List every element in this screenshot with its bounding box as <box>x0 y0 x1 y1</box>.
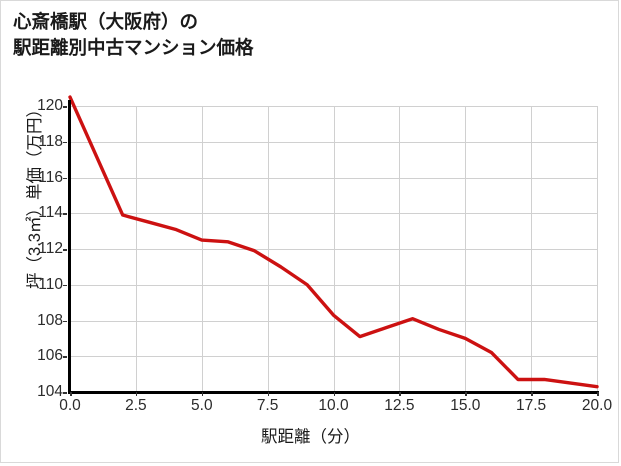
x-tick-mark-15.0 <box>465 392 467 396</box>
x-tick-label-0.0: 0.0 <box>59 397 81 414</box>
y-tick-mark-104 <box>63 392 67 394</box>
gridline-x-17.5 <box>531 106 533 392</box>
gridline-x-15 <box>465 106 467 392</box>
y-tick-mark-120 <box>63 106 67 108</box>
x-tick-label-7.5: 7.5 <box>256 397 279 414</box>
chart-title: 心斎橋駅（大阪府）の 駅距離別中古マンション価格 <box>13 11 254 59</box>
y-tick-mark-114 <box>63 213 67 215</box>
gridline-x-2.5 <box>135 106 137 392</box>
y-tick-label-112: 112 <box>38 240 63 257</box>
x-tick-mark-5.0 <box>201 392 204 396</box>
x-tick-mark-10.0 <box>333 392 336 396</box>
y-tick-label-110: 110 <box>38 275 63 293</box>
x-tick-label-15.0: 15.0 <box>450 397 481 414</box>
x-tick-label-5.0: 5.0 <box>191 397 213 414</box>
x-tick-mark-12.5 <box>399 392 401 396</box>
y-axis-spine <box>68 100 71 394</box>
x-tick-label-17.5: 17.5 <box>516 397 547 414</box>
x-tick-label-12.5: 12.5 <box>384 397 415 414</box>
series-polyline <box>68 95 599 389</box>
y-tick-label-108: 108 <box>37 311 63 329</box>
x-tick-label-10.0: 10.0 <box>318 397 349 414</box>
y-tick-label-106: 106 <box>37 347 63 365</box>
gridline-x-20 <box>597 106 598 392</box>
x-tick-mark-20.0 <box>597 392 599 396</box>
x-tick-label-20.0: 20.0 <box>581 397 613 414</box>
y-tick-mark-112 <box>63 249 67 251</box>
y-tick-label-104: 104 <box>37 383 63 400</box>
y-tick-mark-118 <box>63 141 67 144</box>
gridline-x-0 <box>70 106 71 392</box>
gridline-x-7.5 <box>267 106 269 392</box>
x-tick-mark-0.0 <box>70 392 72 396</box>
y-tick-label-116: 116 <box>38 168 63 186</box>
x-tick-mark-7.5 <box>267 392 270 396</box>
y-tick-mark-108 <box>63 320 67 323</box>
x-tick-mark-2.5 <box>135 392 138 396</box>
x-tick-mark-17.5 <box>531 392 533 396</box>
y-tick-label-114: 114 <box>38 204 63 222</box>
y-tick-label-120: 120 <box>37 97 63 114</box>
y-tick-label-118: 118 <box>38 132 63 150</box>
y-tick-mark-116 <box>63 177 67 180</box>
gridline-x-10 <box>333 106 335 392</box>
gridline-x-12.5 <box>399 106 401 392</box>
plot-area <box>68 95 599 393</box>
y-tick-mark-106 <box>63 356 67 358</box>
gridline-x-5 <box>201 106 203 392</box>
y-tick-mark-110 <box>63 284 67 287</box>
y-axis-tick-labels: 104 106 108 110 112 114 116 118 120 <box>1 1 67 466</box>
y-axis-label: 坪（3.3㎡）単価（万円） <box>26 101 44 289</box>
x-tick-label-2.5: 2.5 <box>125 397 147 414</box>
x-axis-label: 駅距離（分） <box>261 428 360 446</box>
series-line-chart <box>68 95 599 389</box>
